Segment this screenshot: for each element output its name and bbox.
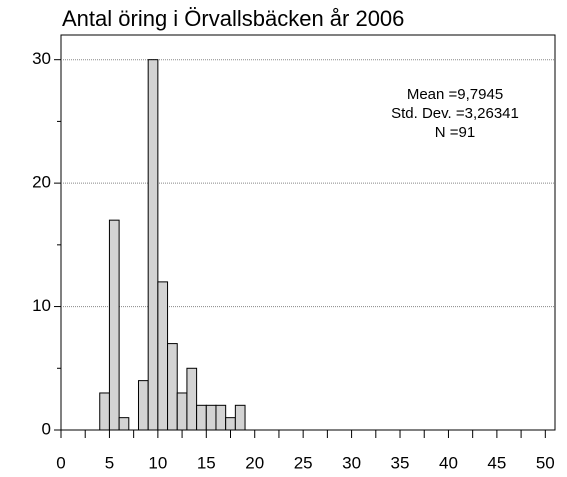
x-tick-label: 10 <box>148 453 167 472</box>
bar <box>157 281 169 431</box>
y-tick-label: 20 <box>32 173 51 192</box>
bar <box>186 367 198 431</box>
x-tick-label: 20 <box>245 453 264 472</box>
bar <box>108 219 120 431</box>
plot-frame <box>60 34 556 431</box>
bar <box>205 404 217 431</box>
chart-title: Antal öring i Örvallsbäcken år 2006 <box>62 6 404 31</box>
bar <box>225 417 236 431</box>
x-tick-label: 50 <box>536 453 555 472</box>
x-tick-label: 0 <box>56 453 65 472</box>
bar <box>167 343 178 431</box>
x-tick-label: 40 <box>439 453 458 472</box>
annotation: Mean =9,7945 <box>407 86 503 103</box>
x-tick-label: 35 <box>391 453 410 472</box>
annotation: N =91 <box>435 124 475 141</box>
x-tick-label: 25 <box>294 453 313 472</box>
bar <box>137 380 149 431</box>
bar <box>196 404 207 431</box>
y-tick-label: 30 <box>32 49 51 68</box>
bar <box>215 404 227 431</box>
bar <box>176 392 188 431</box>
x-tick-label: 45 <box>487 453 506 472</box>
x-tick-label: 15 <box>197 453 216 472</box>
bar <box>118 417 130 431</box>
x-tick-label: 30 <box>342 453 361 472</box>
y-tick-label: 10 <box>32 296 51 315</box>
bar <box>99 392 110 431</box>
bar <box>147 59 159 431</box>
bar <box>234 404 246 431</box>
x-tick-label: 5 <box>105 453 114 472</box>
y-tick-label: 0 <box>42 419 51 438</box>
annotation: Std. Dev. =3,26341 <box>391 105 519 122</box>
